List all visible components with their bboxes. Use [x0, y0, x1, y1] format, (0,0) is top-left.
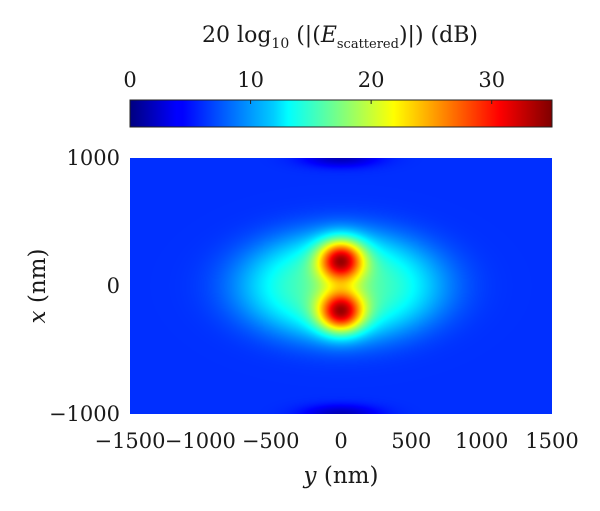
x-tick-label: 1500 — [525, 429, 578, 453]
x-axis-ticks: −1500 −1000 −500 0 500 1000 1500 — [94, 429, 578, 453]
x-tick-label: 1000 — [455, 429, 508, 453]
colorbar — [129, 99, 553, 128]
y-axis-label: x (nm) — [25, 249, 51, 324]
x-tick-label: −1000 — [165, 429, 236, 453]
y-axis-ticks: −1000 0 1000 — [49, 146, 120, 426]
x-tick-label: 0 — [334, 429, 347, 453]
x-axis-label: y (nm) — [303, 463, 379, 489]
colorbar-tick-label: 10 — [237, 68, 264, 92]
y-tick-label: 1000 — [67, 146, 120, 170]
y-tick-label: 0 — [107, 274, 120, 298]
x-tick-label: −500 — [242, 429, 300, 453]
colorbar-tick-label: 20 — [358, 68, 385, 92]
heatmap — [130, 158, 552, 414]
colorbar-tick-label: 30 — [478, 68, 505, 92]
colorbar-tick-label: 0 — [123, 68, 136, 92]
x-tick-label: −1500 — [94, 429, 165, 453]
heatmap-container — [130, 158, 552, 414]
y-tick-label: −1000 — [49, 402, 120, 426]
x-tick-label: 500 — [391, 429, 431, 453]
colorbar-title: 20 log10 (|(Escattered)|) (dB) — [202, 23, 478, 52]
colorbar-ticks: 0 10 20 30 — [123, 68, 505, 104]
